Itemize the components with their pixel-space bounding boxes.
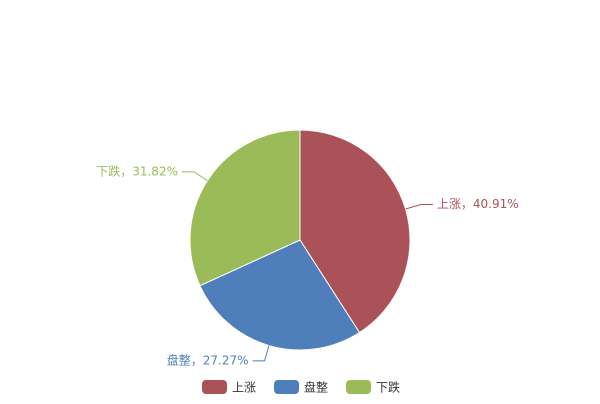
legend-label: 盘整	[304, 380, 328, 395]
legend-swatch	[346, 380, 371, 394]
legend-swatch	[202, 380, 227, 394]
legend-label: 上涨	[232, 380, 256, 395]
label-line	[405, 204, 433, 210]
label-line	[252, 345, 270, 362]
label-line	[181, 171, 208, 181]
legend-label: 下跌	[376, 380, 400, 395]
slice-label: 盘整，27.27%	[167, 352, 249, 367]
slice-label: 下跌，31.82%	[96, 163, 178, 178]
pie-slice	[189, 129, 301, 287]
slice-label: 上涨，40.91%	[437, 196, 519, 211]
legend-swatch	[274, 380, 299, 394]
